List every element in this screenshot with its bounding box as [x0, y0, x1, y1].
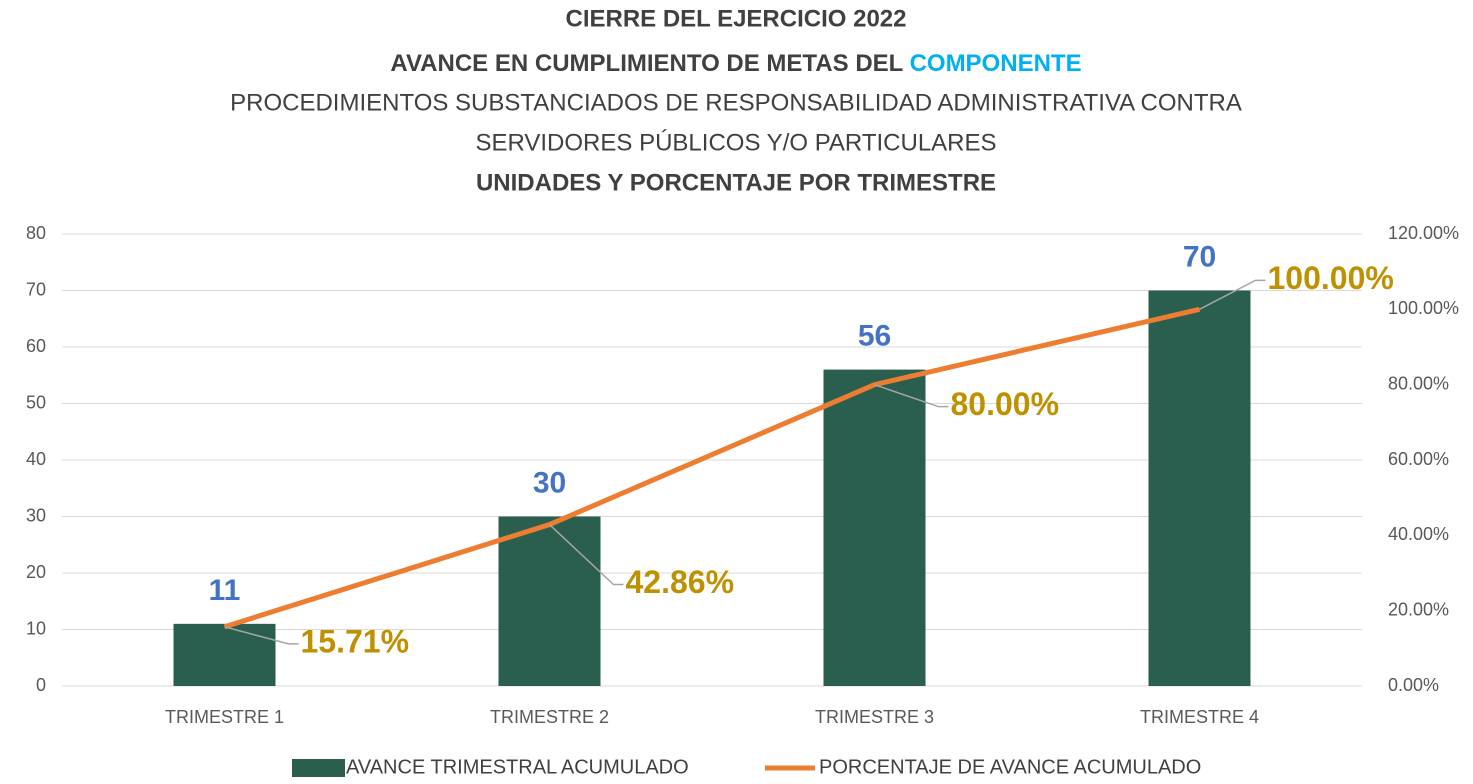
legend-label: PORCENTAJE DE AVANCE ACUMULADO: [819, 756, 1201, 778]
bar: [1148, 290, 1251, 686]
y-tick-label: 50: [26, 392, 46, 412]
y-tick-label: 40: [26, 449, 46, 469]
bar: [498, 516, 601, 686]
bar: [823, 369, 926, 686]
leader-line: [1199, 279, 1266, 310]
line-value-label: 15.71%: [301, 623, 410, 659]
y2-tick-label: 120.00%: [1388, 223, 1459, 243]
y-tick-label: 80: [26, 223, 46, 243]
x-tick-label: TRIMESTRE 3: [815, 707, 934, 727]
bar-value-label: 70: [1183, 240, 1216, 273]
bar-value-label: 30: [533, 466, 566, 499]
legend-label: AVANCE TRIMESTRAL ACUMULADO: [346, 756, 689, 778]
y2-tick-label: 0.00%: [1388, 675, 1439, 695]
bar: [173, 623, 276, 686]
x-tick-label: TRIMESTRE 1: [165, 707, 284, 727]
line-value-label: 42.86%: [626, 564, 735, 600]
y-tick-label: 30: [26, 505, 46, 525]
leader-line: [874, 383, 949, 408]
bar-value-label: 56: [858, 320, 891, 353]
y-tick-label: 70: [26, 279, 46, 299]
y2-tick-label: 20.00%: [1388, 599, 1449, 619]
description-line: PROCEDIMIENTOS SUBSTANCIADOS DE RESPONSA…: [230, 89, 1242, 116]
y2-tick-label: 40.00%: [1388, 524, 1449, 544]
legend-swatch: [292, 759, 345, 777]
leader-line: [224, 626, 299, 645]
y2-tick-label: 100.00%: [1388, 298, 1459, 318]
subtitle-lead: AVANCE EN CUMPLIMIENTO DE METAS DEL: [390, 50, 902, 77]
line-value-label: 80.00%: [951, 386, 1060, 422]
chart-title: CIERRE DEL EJERCICIO 2022: [565, 5, 906, 32]
y2-tick-label: 80.00%: [1388, 373, 1449, 393]
description-line: SERVIDORES PÚBLICOS Y/O PARTICULARES: [475, 129, 996, 156]
leader-line: [548, 524, 624, 586]
chart-caption: UNIDADES Y PORCENTAJE POR TRIMESTRE: [476, 169, 996, 196]
y-tick-label: 20: [26, 562, 46, 582]
chart-subtitle: AVANCE EN CUMPLIMIENTO DE METAS DEL COMP…: [390, 50, 1081, 77]
bar-value-label: 11: [209, 574, 241, 607]
y2-tick-label: 60.00%: [1388, 449, 1449, 469]
y-tick-label: 0: [36, 675, 46, 695]
y-tick-label: 10: [26, 618, 46, 638]
x-tick-label: TRIMESTRE 4: [1140, 707, 1259, 727]
y-tick-label: 60: [26, 336, 46, 356]
subtitle-highlight: COMPONENTE: [910, 50, 1082, 77]
line-value-label: 100.00%: [1268, 260, 1394, 296]
line-series: [223, 306, 1201, 630]
x-tick-label: TRIMESTRE 2: [490, 707, 609, 727]
